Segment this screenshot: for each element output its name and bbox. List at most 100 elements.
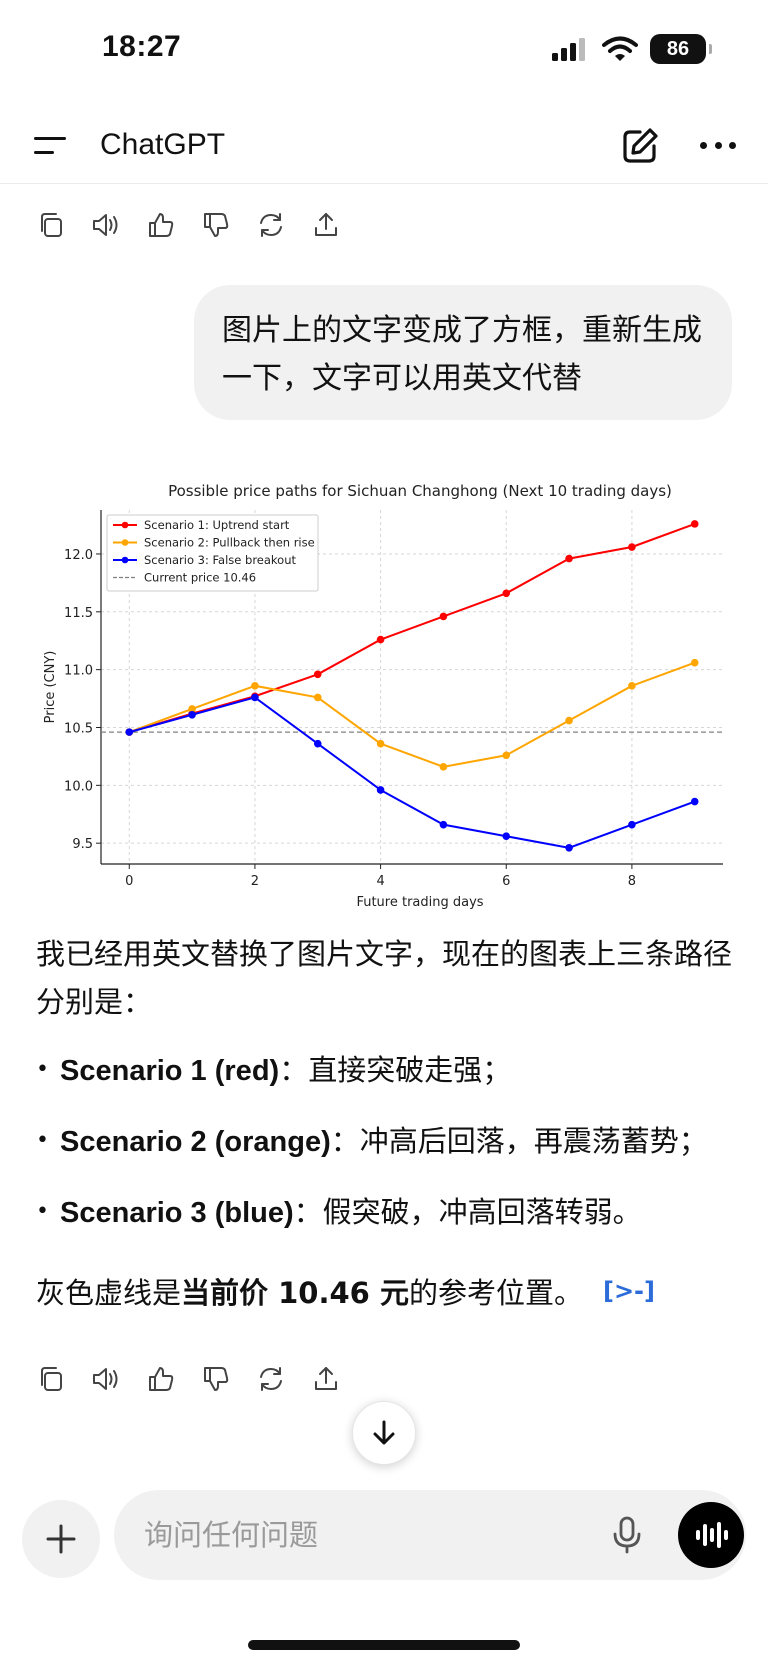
chart-svg: 0 2 4 6 8 9.5 10.0 10.5 11.0 11.5 12.0 Possible pri… xyxy=(43,482,723,910)
series-3-point xyxy=(690,797,699,806)
x-axis-title: Future trading days xyxy=(356,895,483,910)
series-3-point xyxy=(313,739,322,748)
note-bold: 当前价 10.46 元 xyxy=(181,1276,409,1310)
series-1-point xyxy=(439,612,448,621)
status-bar: 18:27 86 xyxy=(0,0,768,100)
scenario-list: Scenario 1 (red)：直接突破走强； Scenario 2 (ora… xyxy=(36,1046,736,1237)
list-item: Scenario 3 (blue)：假突破，冲高回落转弱。 xyxy=(36,1188,736,1237)
series-3-point xyxy=(628,820,636,829)
x-tick-label: 4 xyxy=(376,874,384,889)
series-2-point xyxy=(251,682,259,690)
copy-icon[interactable] xyxy=(34,208,68,242)
list-item: Scenario 2 (orange)：冲高后回落，再震荡蓄势； xyxy=(36,1117,736,1166)
attach-button[interactable] xyxy=(22,1500,100,1578)
thumbs-up-icon[interactable] xyxy=(144,1362,178,1396)
thumbs-up-icon[interactable] xyxy=(144,208,178,242)
y-tick-label: 12.0 xyxy=(64,548,93,563)
series-2-point xyxy=(628,682,636,690)
app-title: ChatGPT xyxy=(100,128,226,161)
y-axis-title: Price (CNY) xyxy=(43,651,58,724)
series-3-point xyxy=(565,844,573,852)
regenerate-icon[interactable] xyxy=(254,208,288,242)
thumbs-down-icon[interactable] xyxy=(199,1362,233,1396)
read-aloud-icon[interactable] xyxy=(89,1362,123,1396)
y-tick-label: 9.5 xyxy=(72,837,93,852)
series-3-point xyxy=(502,832,511,841)
scenario-3-label: Scenario 3 (blue) xyxy=(60,1197,294,1229)
series-3-point xyxy=(125,728,134,736)
series-1-point xyxy=(313,670,322,679)
series-2-point xyxy=(502,751,511,760)
x-tick-label: 8 xyxy=(628,874,636,889)
menu-icon[interactable] xyxy=(34,134,68,158)
answer-intro: 我已经用英文替换了图片文字，现在的图表上三条路径分别是： xyxy=(36,937,733,1019)
thumbs-down-icon[interactable] xyxy=(199,208,233,242)
code-source-icon[interactable]: [>-] xyxy=(602,1277,655,1305)
message-actions-top xyxy=(34,208,343,242)
series-3-point xyxy=(251,693,259,702)
y-tick-label: 10.5 xyxy=(64,721,93,736)
waveform-icon xyxy=(696,1522,728,1548)
series-1-point xyxy=(565,554,573,563)
scroll-down-button[interactable] xyxy=(352,1401,416,1465)
copy-icon[interactable] xyxy=(34,1362,68,1396)
more-options-icon[interactable] xyxy=(700,142,736,150)
series-2-point xyxy=(439,763,448,771)
series-3-line xyxy=(129,696,696,849)
message-input[interactable] xyxy=(144,1510,584,1560)
chart-title: Possible price paths for Sichuan Changho… xyxy=(168,482,672,500)
y-tick-label: 11.5 xyxy=(64,606,93,621)
regenerate-icon[interactable] xyxy=(254,1362,288,1396)
legend-label: Scenario 1: Uptrend start xyxy=(144,518,290,532)
note-prefix: 灰色虚线是 xyxy=(36,1276,182,1310)
scenario-1-label: Scenario 1 (red) xyxy=(60,1055,280,1087)
scenario-2-text: ：冲高后回落，再震荡蓄势； xyxy=(330,1124,708,1158)
y-tick-label: 10.0 xyxy=(64,779,93,794)
series-1-point xyxy=(376,635,385,644)
read-aloud-icon[interactable] xyxy=(89,208,123,242)
status-icons: 86 xyxy=(550,34,712,64)
x-tick-label: 0 xyxy=(125,874,133,889)
wifi-icon xyxy=(602,36,638,61)
series-3-point xyxy=(188,710,196,719)
answer-note: 灰色虚线是当前价 10.46 元的参考位置。 [>-] xyxy=(36,1267,736,1317)
composer-bar xyxy=(114,1490,746,1580)
series-1-point xyxy=(628,543,636,551)
list-item: Scenario 1 (red)：直接突破走强； xyxy=(36,1046,736,1095)
x-tick-label: 2 xyxy=(251,874,259,889)
new-chat-icon[interactable] xyxy=(620,126,660,166)
nav-bar: ChatGPT xyxy=(0,108,768,184)
series-2-point xyxy=(565,716,573,725)
status-time: 18:27 xyxy=(102,30,182,63)
series-1-line xyxy=(128,522,696,734)
plus-icon xyxy=(46,1524,76,1554)
scenario-2-label: Scenario 2 (orange) xyxy=(60,1126,331,1158)
message-actions-bottom xyxy=(34,1362,343,1396)
assistant-answer: 我已经用英文替换了图片文字，现在的图表上三条路径分别是： Scenario 1 … xyxy=(36,930,736,1317)
battery-indicator: 86 xyxy=(650,34,712,64)
series-2-point xyxy=(313,693,322,702)
price-path-chart: 0 2 4 6 8 9.5 10.0 10.5 11.0 11.5 12.0 Possible pri… xyxy=(30,478,740,918)
legend-label: Scenario 3: False breakout xyxy=(144,553,296,567)
legend-label: Scenario 2: Pullback then rise xyxy=(144,536,315,550)
share-icon[interactable] xyxy=(309,208,343,242)
y-tick-label: 11.0 xyxy=(64,664,93,679)
voice-mode-button[interactable] xyxy=(678,1502,744,1568)
legend-swatch-marker xyxy=(121,539,129,546)
scenario-3-text: ：假突破，冲高回落转弱。 xyxy=(293,1195,642,1229)
note-suffix: 的参考位置。 xyxy=(408,1276,583,1310)
user-message-bubble: 图片上的文字变成了方框，重新生成一下，文字可以用英文代替 xyxy=(194,285,732,420)
series-3-point xyxy=(376,786,385,794)
legend-swatch-marker xyxy=(121,521,129,529)
mic-icon xyxy=(613,1516,641,1554)
series-3-point xyxy=(439,820,448,829)
share-icon[interactable] xyxy=(309,1362,343,1396)
scenario-1-text: ：直接突破走强； xyxy=(279,1053,512,1087)
series-1-point xyxy=(690,520,699,528)
signal-icon xyxy=(552,38,585,61)
x-tick-label: 6 xyxy=(502,874,510,889)
legend-swatch-marker xyxy=(121,556,129,564)
series-2-point xyxy=(376,739,385,748)
mic-button[interactable] xyxy=(604,1512,650,1558)
home-indicator xyxy=(248,1640,520,1650)
